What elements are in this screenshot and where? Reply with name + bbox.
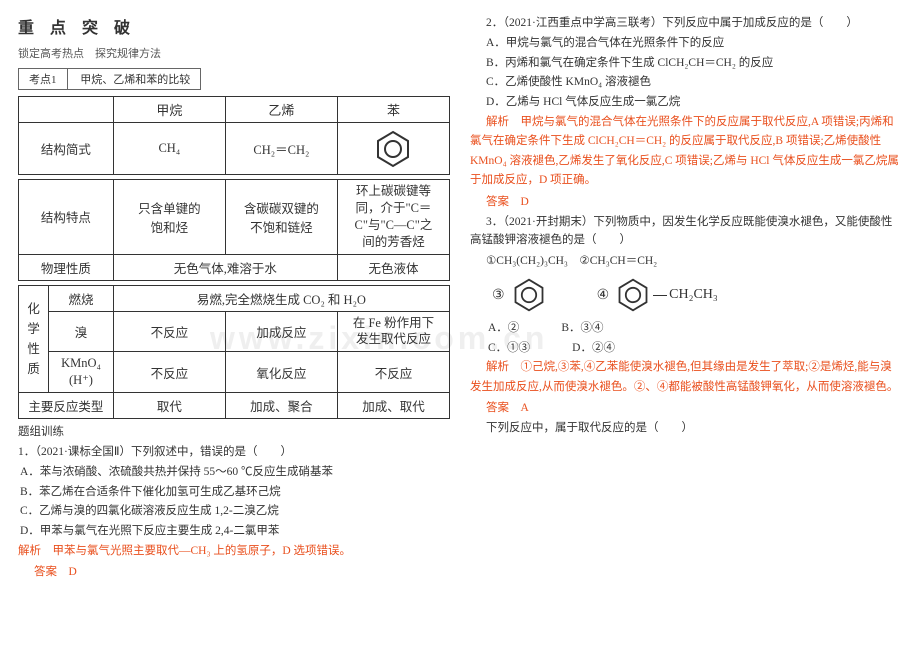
t1-h3: 苯 [337, 97, 449, 123]
q3-ob: B．③④ [561, 319, 603, 339]
q2-stem: 2．（2021·江西重点中学高三联考）下列反应中属于加成反应的是（ ） [470, 14, 902, 32]
q1-answer: 答案 D [34, 563, 450, 579]
benzene-icon [615, 277, 651, 313]
table-3: 化 学 性 质 燃烧 易燃,完全燃烧生成 CO₂ 和 H₂O 溴 不反应 加成反… [18, 285, 450, 420]
q1-b: B．苯乙烯在合适条件下催化加氢可生成乙基环己烷 [20, 483, 450, 503]
t3-r4-1: 取代 [113, 393, 225, 419]
t1-r1-2: CH₂＝CH₂ [225, 123, 337, 175]
q3-oa: A．② [488, 319, 519, 339]
left-column: 重 点 突 破 锁定高考热点 探究规律方法 考点1 甲烷、乙烯和苯的比较 甲烷 … [0, 0, 460, 651]
q2-b: B．丙烯和氯气在确定条件下生成 ClCH₂CH＝CH₂ 的反应 [486, 54, 902, 74]
q1-explain: 解析 甲苯与氯气光照主要取代—CH₃ 上的氢原子，D 选项错误。 [18, 542, 450, 562]
t1-r1-0: 结构简式 [19, 123, 114, 175]
q2-d: D．乙烯与 HCl 气体反应生成一氯乙烷 [486, 93, 902, 113]
t3-vert: 化 学 性 质 [19, 285, 49, 393]
q3-opt3-num: ③ [492, 287, 505, 304]
t2-r2-1: 无色气体,难溶于水 [113, 254, 337, 280]
t2-r1-2: 含碳碳双键的 不饱和链烃 [225, 180, 337, 255]
t2-r1-1: 只含单键的 饱和烃 [113, 180, 225, 255]
t3-r2-2: 加成反应 [225, 311, 337, 352]
t1-r1-1: CH₄ [113, 123, 225, 175]
q3-opt3: ③ [492, 277, 547, 313]
q2-answer: 答案 D [486, 193, 902, 209]
t3-r3-2: 氧化反应 [225, 352, 337, 393]
q3-opts12: ①CH₃(CH₂)₃CH₃ ②CH₃CH＝CH₂ [486, 252, 902, 272]
q2-a: A．甲烷与氯气的混合气体在光照条件下的反应 [486, 34, 902, 54]
t3-r4-0: 主要反应类型 [19, 393, 114, 419]
q3-stem: 3．（2021·开封期末）下列物质中，因发生化学反应既能使溴水褪色，又能使酸性高… [470, 213, 902, 250]
t1-h2: 乙烯 [225, 97, 337, 123]
t1-h1: 甲烷 [113, 97, 225, 123]
kd-label: 考点1 [19, 69, 68, 89]
t2-r1-3: 环上碳碳键等 同，介于"C＝ C"与"C—C"之 间的芳香烃 [337, 180, 449, 255]
t3-r2-3: 在 Fe 粉作用下 发生取代反应 [337, 311, 449, 352]
main-title: 重 点 突 破 [18, 14, 450, 41]
q2-explain: 解析 甲烷与氯气的混合气体在光照条件下的反应属于取代反应,A 项错误;丙烯和氯气… [470, 113, 902, 191]
right-column: 2．（2021·江西重点中学高三联考）下列反应中属于加成反应的是（ ） A．甲烷… [460, 0, 920, 651]
q3-od: D．②④ [572, 339, 615, 359]
t1-r1-3-benzene [337, 123, 449, 175]
q3-explain: 解析 ①己烷,③苯,④乙苯能使溴水褪色,但其缘由是发生了萃取;②是烯烃,能与溴发… [470, 358, 902, 397]
benzene-icon [511, 277, 547, 313]
kd-box: 考点1 甲烷、乙烯和苯的比较 [18, 68, 201, 90]
q4-stem: 下列反应中，属于取代反应的是（ ） [470, 419, 902, 437]
q1-c: C．乙烯与溴的四氯化碳溶液反应生成 1,2-二溴乙烷 [20, 502, 450, 522]
q1-a: A．苯与浓硝酸、浓硫酸共热并保持 55～60 ℃反应生成硝基苯 [20, 463, 450, 483]
t3-r2-1: 不反应 [113, 311, 225, 352]
table-1: 甲烷 乙烯 苯 结构简式 CH₄ CH₂＝CH₂ [18, 96, 450, 175]
t3-r3-1: 不反应 [113, 352, 225, 393]
t3-r2-0: 溴 [49, 311, 114, 352]
t3-r4-3: 加成、取代 [337, 393, 449, 419]
tz-heading: 题组训练 [18, 423, 450, 439]
q3-answer: 答案 A [486, 399, 902, 415]
t3-r1-0: 燃烧 [49, 285, 114, 311]
t3-r1-1: 易燃,完全燃烧生成 CO₂ 和 H₂O [113, 285, 449, 311]
q2-c: C．乙烯使酸性 KMnO₄ 溶液褪色 [486, 73, 902, 93]
t2-r2-0: 物理性质 [19, 254, 114, 280]
q3-opt4: ④ CH₂CH₃ [597, 277, 718, 313]
table-2: 结构特点 只含单键的 饱和烃 含碳碳双键的 不饱和链烃 环上碳碳键等 同，介于"… [18, 179, 450, 281]
t3-r4-2: 加成、聚合 [225, 393, 337, 419]
benzene-icon [373, 129, 413, 169]
q3-row-34: ③ ④ CH₂CH₃ [492, 277, 902, 313]
q3-opt4-label: CH₂CH₃ [669, 287, 718, 303]
t2-r1-0: 结构特点 [19, 180, 114, 255]
q1-stem: 1．（2021·课标全国Ⅱ）下列叙述中，错误的是（ ） [18, 443, 450, 461]
t3-r3-3: 不反应 [337, 352, 449, 393]
subtitle: 锁定高考热点 探究规律方法 [18, 45, 450, 61]
q3-oc: C．①③ [488, 339, 530, 359]
q1-d: D．甲苯与氯气在光照下反应主要生成 2,4-二氯甲苯 [20, 522, 450, 542]
t2-r2-2: 无色液体 [337, 254, 449, 280]
t1-h0 [19, 97, 114, 123]
t3-r3-0: KMnO₄ (H⁺) [49, 352, 114, 393]
q3-opt4-num: ④ [597, 287, 610, 304]
kd-text: 甲烷、乙烯和苯的比较 [70, 69, 200, 89]
